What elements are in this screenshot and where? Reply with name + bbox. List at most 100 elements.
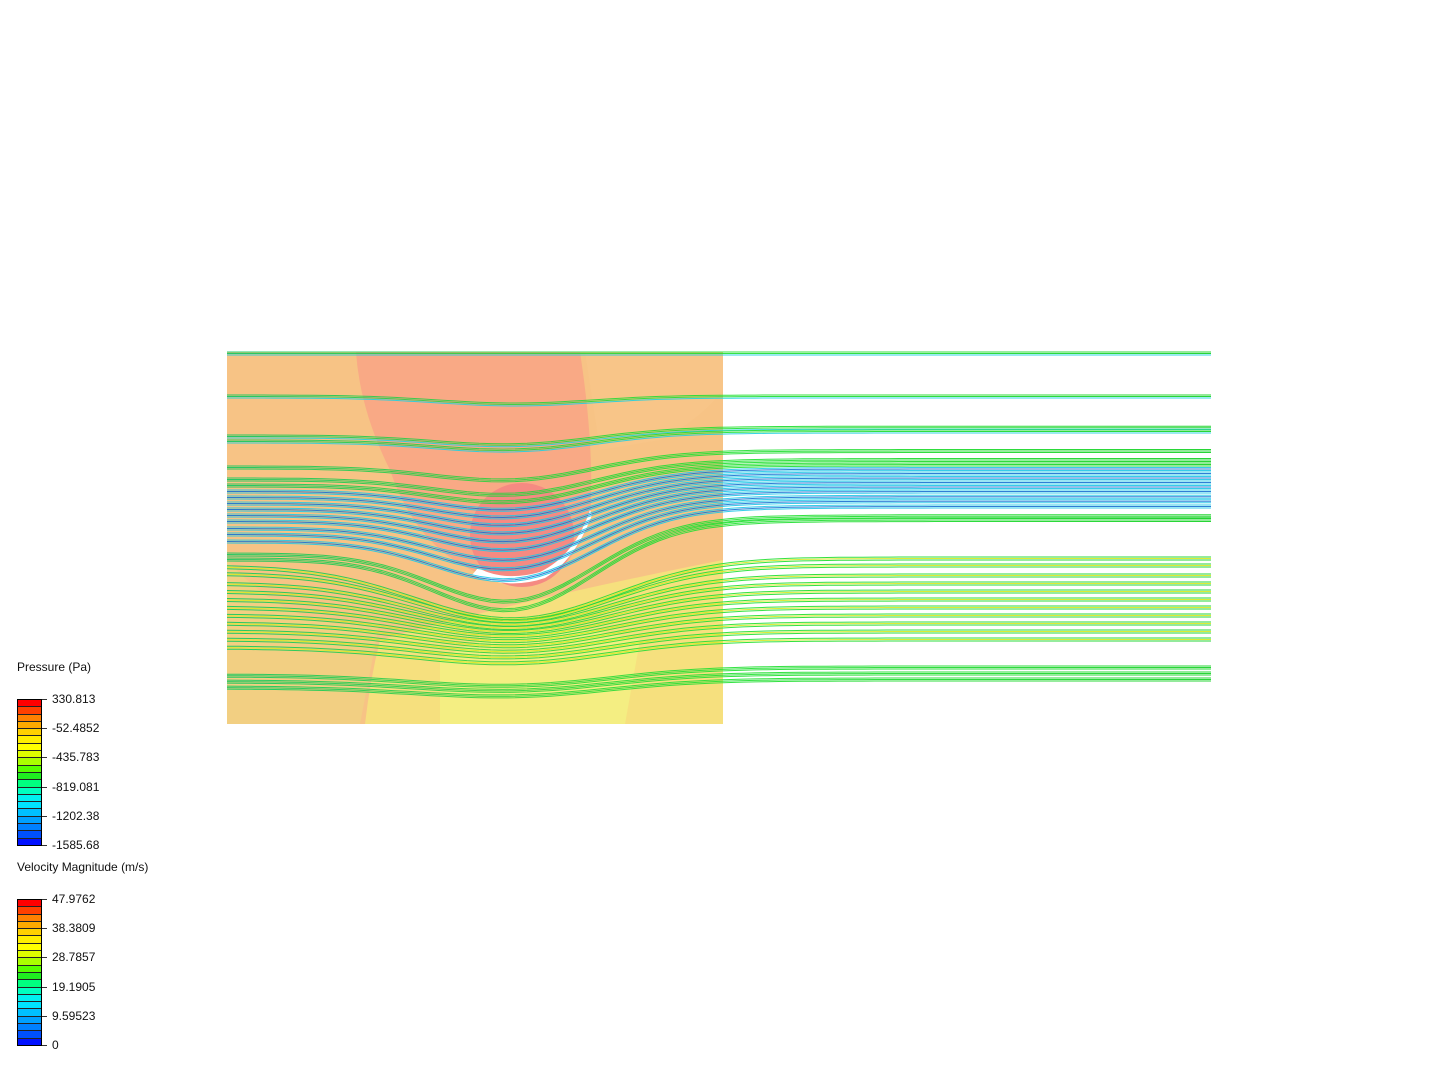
streamline bbox=[227, 462, 1211, 502]
streamline bbox=[226, 514, 1211, 601]
legend-tick bbox=[42, 1015, 47, 1017]
streamline bbox=[227, 471, 1211, 517]
color-band bbox=[18, 787, 41, 795]
streamline bbox=[226, 521, 1211, 613]
pressure-legend-title: Pressure (Pa) bbox=[17, 660, 92, 674]
streamline bbox=[227, 459, 1211, 496]
streamline bbox=[227, 485, 1211, 541]
legend-tick bbox=[42, 815, 47, 817]
streamline bbox=[226, 631, 1211, 658]
legend-tick bbox=[42, 757, 47, 759]
streamline bbox=[227, 500, 1211, 570]
streamline bbox=[227, 468, 1211, 511]
legend-tick bbox=[42, 728, 47, 730]
legend-label: 0 bbox=[52, 1038, 59, 1052]
streamline bbox=[227, 667, 1211, 687]
color-band bbox=[18, 772, 41, 781]
streamline bbox=[227, 482, 1211, 534]
streamline bbox=[227, 428, 1211, 448]
streamline bbox=[226, 517, 1211, 604]
streamline bbox=[227, 491, 1211, 551]
streamline bbox=[226, 608, 1211, 644]
streamline bbox=[226, 583, 1211, 629]
streamline bbox=[226, 616, 1211, 649]
streamline bbox=[227, 497, 1211, 563]
streamline bbox=[226, 639, 1211, 664]
color-band bbox=[18, 765, 41, 773]
streamline bbox=[226, 584, 1211, 630]
color-band bbox=[18, 721, 41, 730]
streamlines bbox=[226, 351, 1211, 699]
legend-label: -819.081 bbox=[52, 779, 100, 794]
streamline bbox=[227, 486, 1211, 543]
streamline bbox=[227, 488, 1211, 544]
streamline bbox=[227, 492, 1211, 553]
color-band bbox=[18, 972, 41, 981]
streamline bbox=[226, 565, 1211, 622]
color-band bbox=[18, 980, 41, 988]
streamline bbox=[226, 600, 1211, 639]
color-band bbox=[18, 1031, 41, 1039]
streamline bbox=[227, 480, 1211, 533]
streamline bbox=[226, 575, 1211, 626]
legend-label: 19.1905 bbox=[52, 979, 96, 994]
streamline bbox=[227, 449, 1211, 480]
legend-tick bbox=[42, 957, 47, 959]
color-band bbox=[18, 921, 41, 930]
streamline bbox=[227, 477, 1211, 526]
streamline bbox=[227, 429, 1211, 450]
legend-tick bbox=[42, 786, 47, 788]
streamline bbox=[227, 465, 1211, 505]
streamline bbox=[226, 566, 1211, 624]
color-band bbox=[18, 700, 41, 708]
streamline bbox=[226, 507, 1211, 583]
streamline bbox=[227, 458, 1211, 494]
streamline bbox=[227, 397, 1211, 407]
streamline bbox=[226, 607, 1211, 642]
color-band bbox=[18, 929, 41, 937]
streamline bbox=[226, 605, 1211, 641]
velocity-legend-title: Velocity Magnitude (m/s) bbox=[17, 860, 149, 874]
color-band bbox=[18, 914, 41, 922]
legend-label: -52.4852 bbox=[52, 721, 100, 736]
streamline bbox=[226, 597, 1211, 636]
streamline bbox=[227, 467, 1211, 509]
streamline bbox=[227, 489, 1211, 550]
legend-label: -1202.38 bbox=[52, 808, 100, 823]
color-band bbox=[18, 994, 41, 1003]
legend-tick bbox=[42, 699, 47, 700]
color-band bbox=[18, 824, 41, 832]
streamline bbox=[227, 476, 1211, 525]
streamline bbox=[226, 623, 1211, 653]
color-band bbox=[18, 743, 41, 752]
streamline bbox=[227, 474, 1211, 520]
color-band bbox=[18, 707, 41, 715]
color-band bbox=[18, 736, 41, 744]
streamline bbox=[227, 396, 1211, 406]
color-band bbox=[18, 758, 41, 766]
color-band bbox=[18, 1038, 41, 1045]
streamline bbox=[226, 673, 1211, 692]
color-band bbox=[18, 809, 41, 817]
streamline bbox=[227, 483, 1211, 536]
streamline bbox=[226, 679, 1211, 697]
streamline bbox=[227, 464, 1211, 503]
legend-label: -435.783 bbox=[52, 750, 100, 765]
legend-label: 38.3809 bbox=[52, 921, 96, 936]
streamline bbox=[227, 668, 1211, 688]
streamline bbox=[226, 504, 1211, 580]
streamline bbox=[227, 394, 1211, 404]
streamline bbox=[226, 632, 1211, 660]
color-band bbox=[18, 714, 41, 722]
color-band bbox=[18, 794, 41, 803]
streamline bbox=[227, 470, 1211, 512]
streamline bbox=[226, 576, 1211, 627]
legend-label: 47.9762 bbox=[52, 892, 96, 906]
cylinder-surface bbox=[472, 510, 592, 584]
streamline bbox=[227, 427, 1211, 446]
legend-tick bbox=[42, 1045, 47, 1046]
streamline bbox=[227, 450, 1211, 481]
streamline bbox=[227, 502, 1211, 572]
streamline bbox=[227, 452, 1211, 483]
